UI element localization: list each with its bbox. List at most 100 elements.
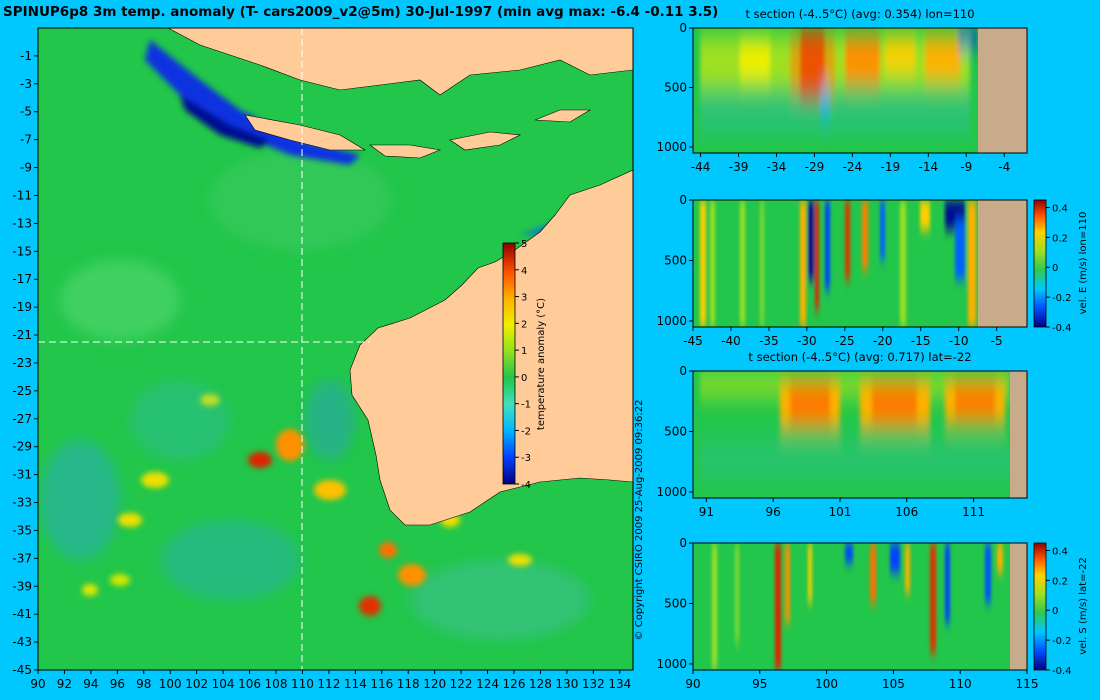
section-4-x-tick-label: 95 <box>752 677 767 691</box>
map-x-tick-label: 92 <box>57 677 72 691</box>
map-colorbar-ticks: 5 4 3 2 1 0 -1 -2 -3 -4 <box>515 239 531 491</box>
section-4-y-tick-label: 0 <box>679 536 687 550</box>
map-x-tick-label: 114 <box>344 677 367 691</box>
map-x-tick-label: 106 <box>238 677 261 691</box>
map-x-tick-label: 122 <box>450 677 473 691</box>
section-1-x-tick-label: -14 <box>919 160 939 174</box>
map-colorbar-tick-label: 4 <box>521 266 527 277</box>
map-y-tick-label: -23 <box>12 356 32 370</box>
section-2-y-tick-label: 500 <box>664 253 687 267</box>
map-y-tick-label: -5 <box>20 105 32 119</box>
map-colorbar-tick-label: -3 <box>521 453 531 464</box>
section-4-y-tick-label: 1000 <box>656 657 687 671</box>
section-4-x-tick-label: 100 <box>815 677 838 691</box>
section-2-x-tick-label: -35 <box>759 334 779 348</box>
section-2-x-tick-label: -30 <box>797 334 817 348</box>
sec4-colorbar-tick-label: -0.2 <box>1052 636 1072 647</box>
sec2-colorbar-tick-label: -0.2 <box>1052 293 1072 304</box>
map-x-tick-label: 94 <box>83 677 98 691</box>
section-1-x-tick-label: -19 <box>881 160 901 174</box>
map-x-tick-label: 98 <box>136 677 151 691</box>
section-1-y-tick-label: 0 <box>679 21 687 35</box>
section-1-x-tick-label: -39 <box>729 160 749 174</box>
section-2-x-tick-label: -5 <box>991 334 1003 348</box>
section-2-y-tick-label: 0 <box>679 193 687 207</box>
map-x-tick-label: 102 <box>185 677 208 691</box>
map-y-tick-label: -33 <box>12 496 32 510</box>
map-colorbar-label: temperature anomaly (°C) <box>536 298 547 430</box>
section-3-x-tick-label: 91 <box>699 505 714 519</box>
section-2-velocity-east-lon110: -45 -40 -35 -30 -25 -20 -15 -10 -5 0 500 1000 0.4 0.… <box>656 193 1089 348</box>
section-2-x-tick-label: -45 <box>683 334 703 348</box>
section-4-x-tick-label: 115 <box>1016 677 1039 691</box>
map-colorbar-tick-label: 5 <box>521 239 527 250</box>
section-2-x-tick-label: -15 <box>911 334 931 348</box>
map-x-tick-label: 100 <box>159 677 182 691</box>
sec2-colorbar-tick-label: -0.4 <box>1052 323 1072 334</box>
section-1-x-tick-label: -4 <box>998 160 1010 174</box>
map-y-tick-label: -7 <box>20 133 32 147</box>
section-1-x-tick-label: -9 <box>960 160 972 174</box>
map-y-ticks: -1 -3 -5 -7 -9 -11 -13 -15 -17 -19 -21 -23 -25 -27 -29… <box>12 49 38 677</box>
map-colorbar-tick-label: 3 <box>521 293 527 304</box>
map-x-tick-label: 124 <box>476 677 499 691</box>
map-x-tick-label: 126 <box>503 677 526 691</box>
section-1-x-tick-label: -44 <box>691 160 711 174</box>
map-y-tick-label: -29 <box>12 440 32 454</box>
map-x-tick-label: 130 <box>555 677 578 691</box>
map-y-tick-label: -39 <box>12 579 32 593</box>
section-3-y-tick-label: 1000 <box>656 485 687 499</box>
map-x-tick-label: 104 <box>212 677 235 691</box>
sec4-colorbar-tick-label: 0.2 <box>1052 576 1068 587</box>
map-y-tick-label: -13 <box>12 216 32 230</box>
section-3-x-tick-label: 111 <box>962 505 985 519</box>
map-x-tick-label: 96 <box>110 677 125 691</box>
map-x-tick-label: 128 <box>529 677 552 691</box>
map-x-tick-label: 90 <box>30 677 45 691</box>
map-x-tick-label: 110 <box>291 677 314 691</box>
section-1-x-tick-label: -24 <box>843 160 863 174</box>
section-4-x-tick-label: 90 <box>685 677 700 691</box>
map-colorbar-tick-label: 0 <box>521 373 527 384</box>
map-y-tick-label: -37 <box>12 551 32 565</box>
map-colorbar-tick-label: -1 <box>521 400 531 411</box>
sec4-colorbar-tick-label: 0.4 <box>1052 546 1068 557</box>
section-2-colorbar-label: vel. E (m/s) lon=110 <box>1078 212 1089 315</box>
section-3-x-tick-label: 106 <box>895 505 918 519</box>
sec2-colorbar-tick-label: 0.2 <box>1052 233 1068 244</box>
map-y-tick-label: -41 <box>12 607 32 621</box>
temperature-anomaly-map: 90 92 94 96 98 100 102 104 106 108 110 112 114 116 118… <box>12 27 634 691</box>
map-x-tick-label: 120 <box>423 677 446 691</box>
sec4-colorbar-tick-label: 0 <box>1052 606 1058 617</box>
copyright-text: © Copyright CSIRO 2009 25-Aug-2009 09:36… <box>634 400 645 641</box>
section-1-temperature-lon110: t section (-4..5°C) (avg: 0.354) lon=110… <box>656 7 1028 174</box>
sec2-colorbar-tick-label: 0.4 <box>1052 203 1068 214</box>
map-y-tick-label: -9 <box>20 161 32 175</box>
map-x-ticks: 90 92 94 96 98 100 102 104 106 108 110 112 114 116 118… <box>30 670 631 691</box>
map-x-tick-label: 134 <box>608 677 631 691</box>
section-4-colorbar-label: vel. S (m/s) lat=-22 <box>1078 557 1089 655</box>
map-colorbar-tick-label: 1 <box>521 346 527 357</box>
section-1-x-tick-label: -29 <box>805 160 825 174</box>
map-x-tick-label: 108 <box>265 677 288 691</box>
section-3-temperature-lat-22: t section (-4..5°C) (avg: 0.717) lat=-22… <box>656 350 1028 519</box>
map-y-tick-label: -19 <box>12 300 32 314</box>
section-4-colorbar <box>1033 542 1047 671</box>
page-title: SPINUP6p8 3m temp. anomaly (T- cars2009_… <box>3 4 719 20</box>
map-colorbar-tick-label: -2 <box>521 426 531 437</box>
map-x-tick-label: 116 <box>370 677 393 691</box>
map-colorbar <box>502 242 516 485</box>
map-y-tick-label: -21 <box>12 328 32 342</box>
section-3-y-tick-label: 0 <box>679 364 687 378</box>
map-y-tick-label: -35 <box>12 523 32 537</box>
section-4-x-tick-label: 105 <box>882 677 905 691</box>
section-2-y-tick-label: 1000 <box>656 314 687 328</box>
map-y-tick-label: -25 <box>12 384 32 398</box>
map-y-tick-label: -17 <box>12 272 32 286</box>
map-colorbar-tick-label: 2 <box>521 319 527 330</box>
map-y-tick-label: -3 <box>20 77 32 91</box>
sec2-colorbar-tick-label: 0 <box>1052 263 1058 274</box>
section-1-x-tick-label: -34 <box>767 160 787 174</box>
section-3-x-tick-label: 96 <box>766 505 781 519</box>
